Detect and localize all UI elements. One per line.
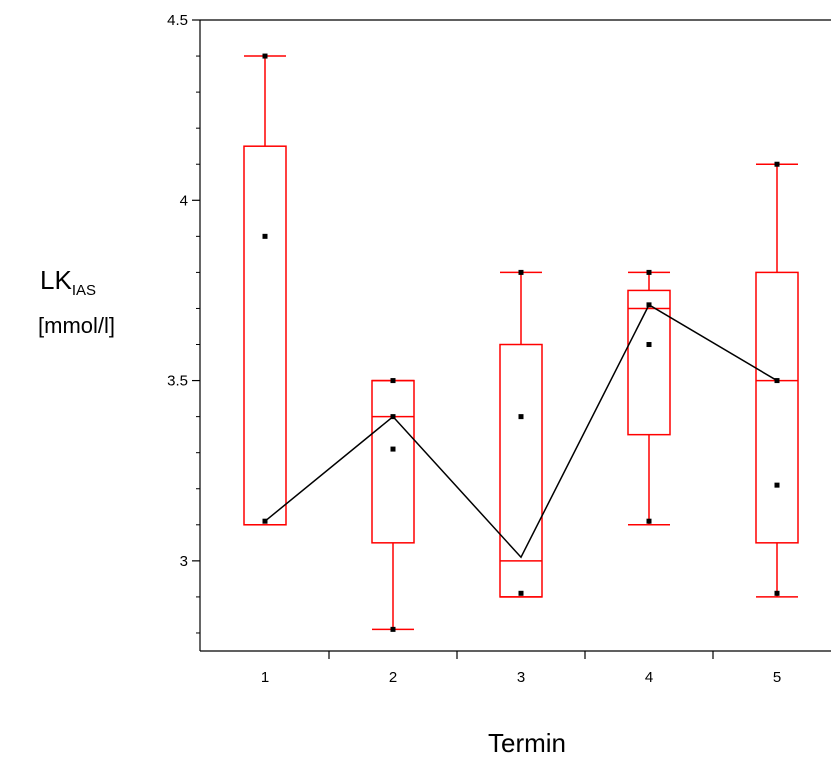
data-point	[774, 161, 780, 167]
box-5	[755, 161, 799, 598]
data-point	[390, 446, 396, 452]
y-tick-label: 4	[180, 192, 188, 209]
data-point	[518, 269, 524, 275]
iqr-box	[499, 343, 543, 598]
y-axis-label: LKIAS [mmol/l]	[38, 265, 115, 338]
data-point	[646, 342, 652, 348]
box-4	[627, 269, 671, 526]
mean-line-group	[264, 303, 778, 559]
y-axis-label-main: LK	[40, 265, 72, 295]
x-axis-label: Termin	[488, 728, 567, 758]
y-tick-label: 4.5	[167, 12, 188, 29]
y-tick-label: 3	[180, 553, 188, 570]
box-1	[243, 53, 287, 526]
data-point	[774, 482, 780, 488]
x-tick-label: 3	[517, 669, 525, 686]
y-axis-label-subscript: IAS	[71, 282, 96, 299]
x-tick-label: 4	[645, 669, 653, 686]
x-tick-label: 1	[261, 669, 269, 686]
data-point	[646, 518, 652, 524]
data-point	[390, 378, 396, 384]
box-3	[499, 269, 543, 598]
data-point	[774, 590, 780, 596]
data-point	[646, 269, 652, 275]
iqr-box	[627, 289, 671, 436]
data-point	[390, 626, 396, 632]
x-tick-label: 2	[389, 669, 397, 686]
box-2	[371, 378, 415, 632]
y-tick-label: 3.5	[167, 373, 188, 390]
iqr-box	[243, 145, 287, 526]
x-tick-label: 5	[773, 669, 781, 686]
data-point	[262, 53, 268, 59]
mean-line	[264, 303, 778, 559]
boxes	[243, 53, 799, 632]
iqr-box	[755, 271, 799, 544]
data-point	[518, 414, 524, 420]
y-axis-unit: [mmol/l]	[38, 313, 115, 338]
data-point	[262, 233, 268, 239]
data-point	[518, 590, 524, 596]
axes: 3 3.5 4 4.5 1 2 3 4 5	[167, 12, 831, 686]
iqr-box	[371, 379, 415, 544]
